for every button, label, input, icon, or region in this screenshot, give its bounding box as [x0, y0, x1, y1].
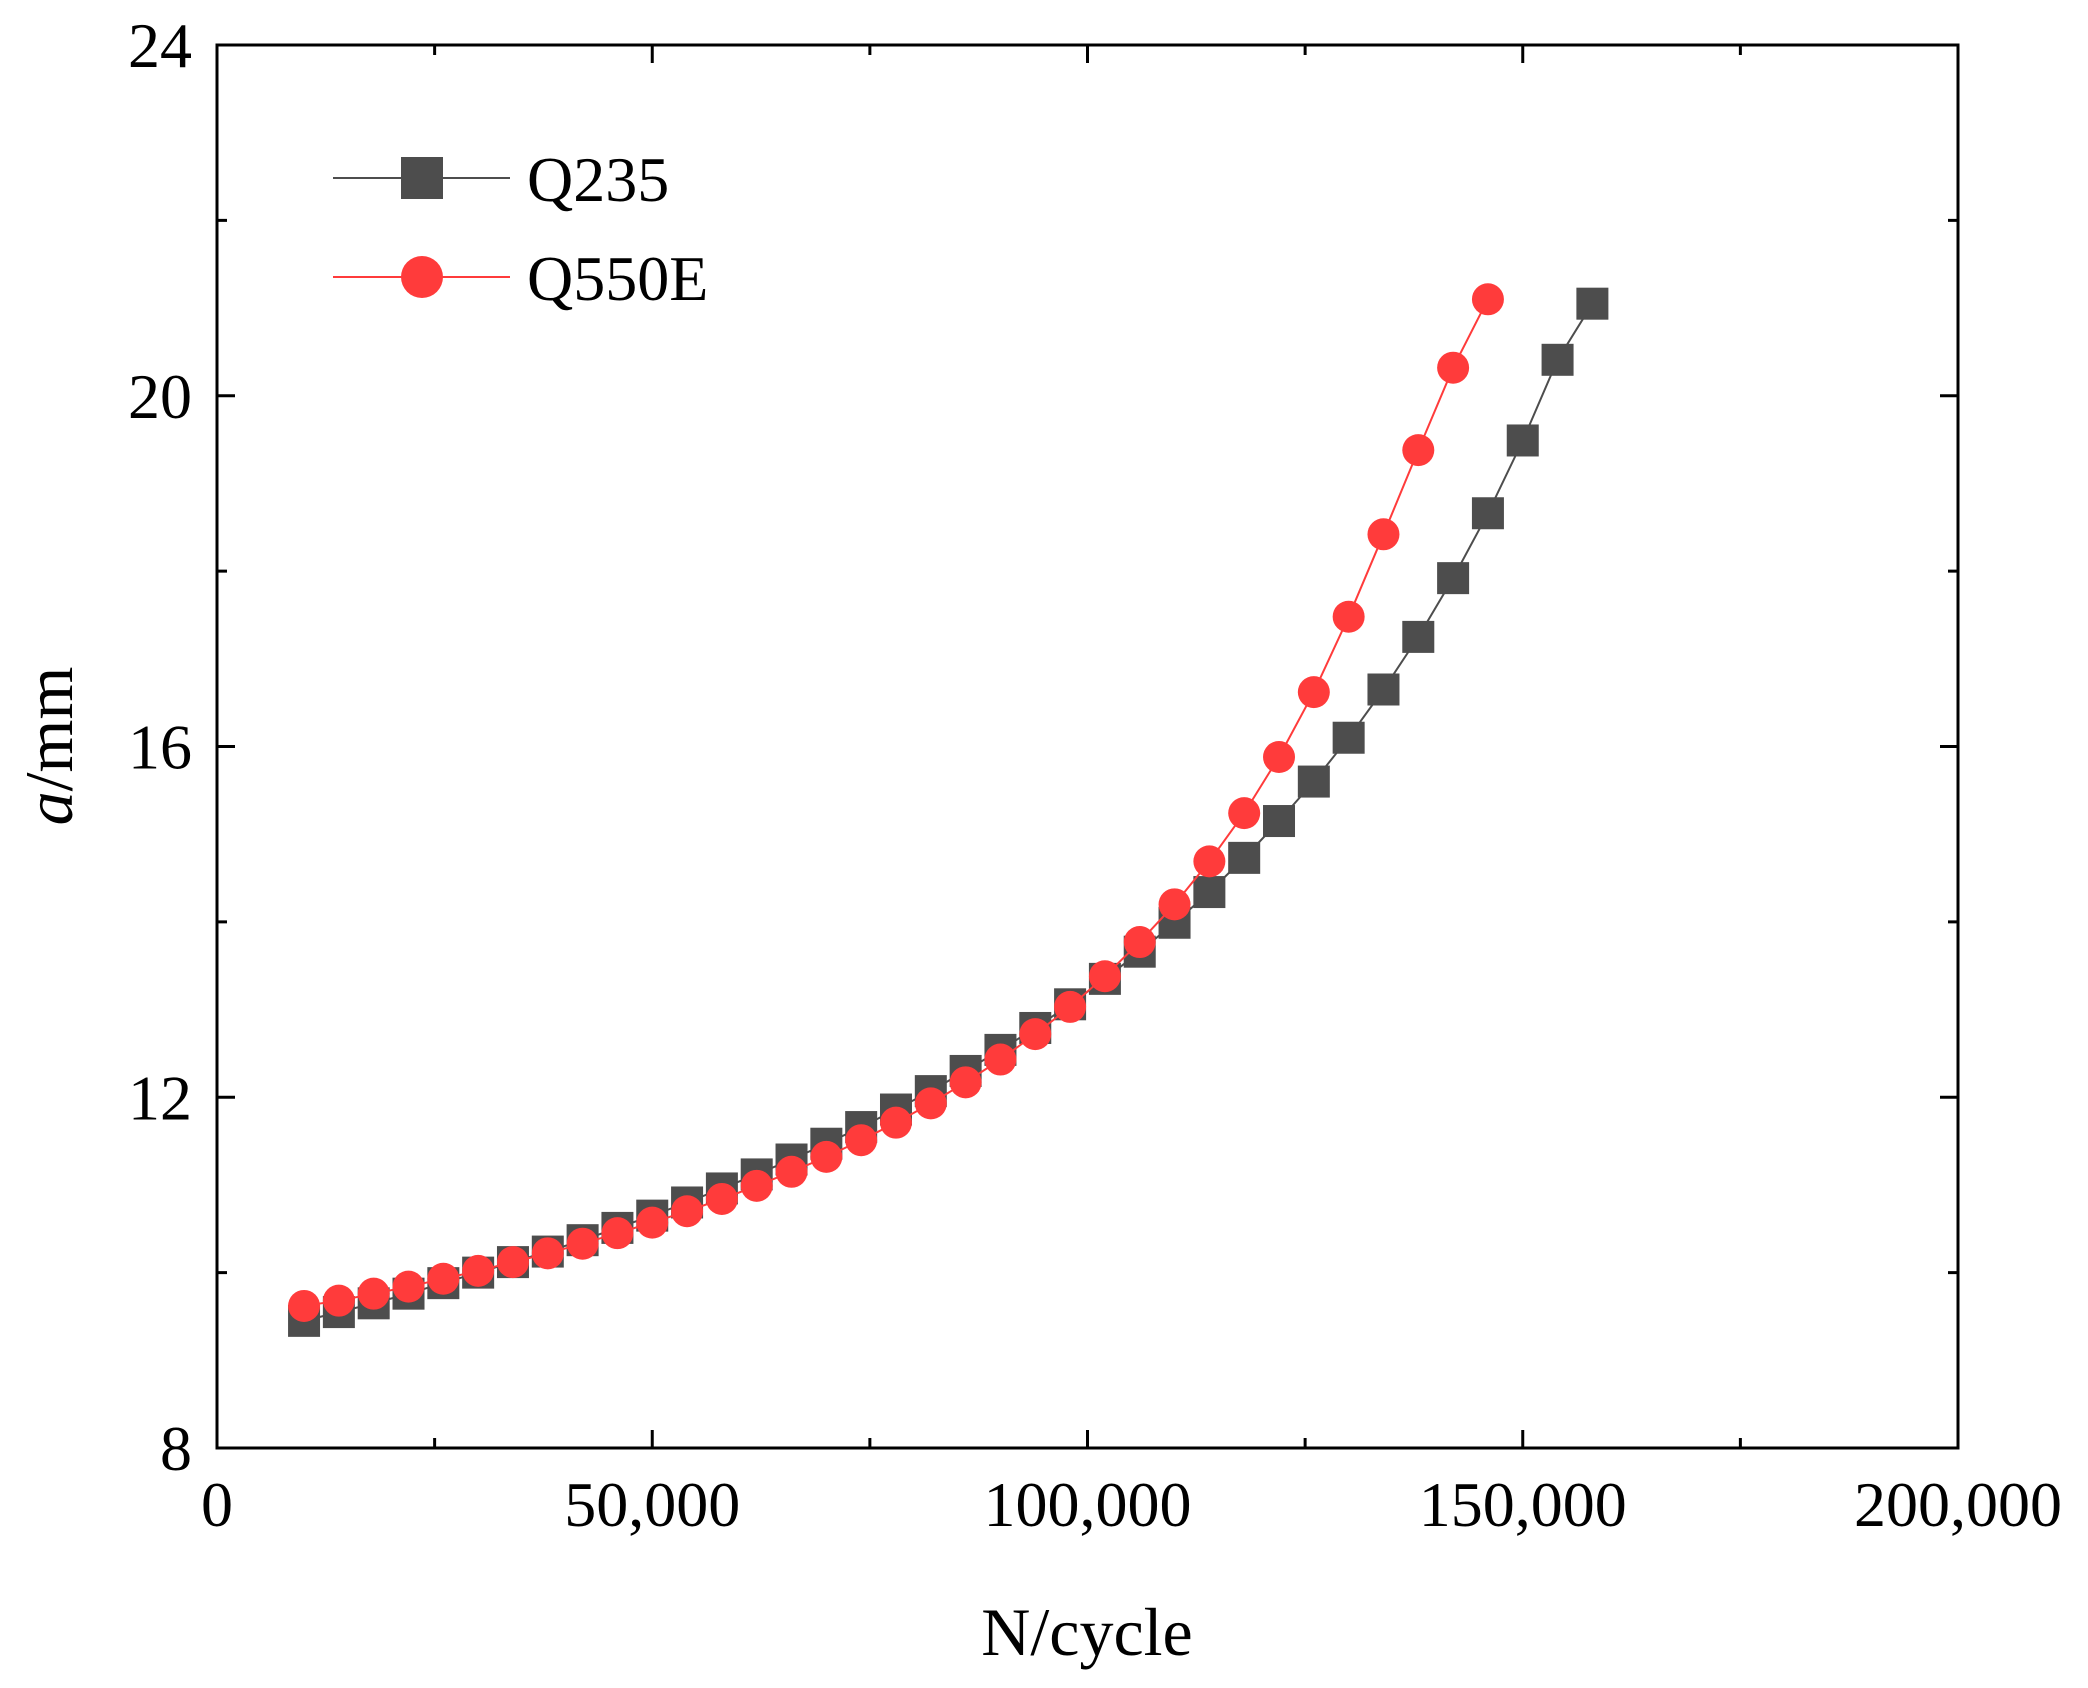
legend-marker-q235: [401, 157, 443, 199]
data-point-q235: [1402, 620, 1435, 653]
tick-labels: 0 50,000 100,000 150,000 200,000 8 12 16 20 24: [128, 10, 2062, 1540]
data-point-q235: [1437, 562, 1470, 595]
legend-label-q550e: Q550E: [527, 243, 708, 314]
data-point-q550e: [357, 1277, 390, 1310]
data-point-q235: [1297, 765, 1330, 798]
data-point-q550e: [810, 1140, 843, 1173]
series-layer: [288, 283, 1609, 1337]
data-point-q235: [1541, 343, 1574, 376]
y-axis-title: a/mm: [11, 667, 87, 826]
data-point-q550e: [601, 1217, 634, 1250]
x-tick-label: 150,000: [1419, 1469, 1627, 1540]
x-axis-title: N/cycle: [981, 1594, 1192, 1670]
x-tick-label: 0: [201, 1469, 233, 1540]
y-tick-label: 16: [128, 712, 192, 783]
data-point-q550e: [879, 1106, 912, 1139]
data-point-q235: [1228, 841, 1261, 874]
data-point-q550e: [496, 1246, 529, 1279]
data-point-q550e: [1019, 1018, 1052, 1051]
data-point-q550e: [671, 1195, 704, 1228]
y-axis-title-variable: a: [11, 791, 87, 825]
data-point-q235: [1506, 424, 1539, 457]
legend: Q235 Q550E: [333, 144, 708, 314]
legend-marker-q550e: [401, 256, 443, 298]
data-point-q550e: [1437, 351, 1470, 384]
data-point-q550e: [1193, 845, 1226, 878]
y-tick-label: 8: [160, 1413, 192, 1484]
legend-item-q550e: Q550E: [333, 243, 708, 314]
data-point-q550e: [1228, 797, 1261, 830]
data-point-q550e: [1332, 600, 1365, 633]
data-point-q550e: [1054, 990, 1087, 1023]
x-tick-label: 100,000: [984, 1469, 1192, 1540]
data-point-q550e: [1263, 741, 1296, 774]
data-point-q550e: [636, 1206, 669, 1239]
data-point-q550e: [984, 1043, 1017, 1076]
data-point-q550e: [1471, 283, 1504, 316]
data-point-q235: [1471, 497, 1504, 530]
data-point-q235: [1263, 805, 1296, 838]
data-point-q550e: [705, 1182, 738, 1215]
y-tick-label: 20: [128, 361, 192, 432]
data-point-q235: [1367, 673, 1400, 706]
data-point-q550e: [775, 1155, 808, 1188]
data-point-q550e: [531, 1237, 564, 1270]
series-q550e: [288, 283, 1504, 1322]
axis-ticks: [215, 43, 1960, 1450]
data-point-q550e: [1402, 434, 1435, 467]
x-tick-label: 200,000: [1854, 1469, 2062, 1540]
data-point-q550e: [1297, 676, 1330, 709]
data-point-q235: [1576, 287, 1609, 320]
data-point-q550e: [392, 1270, 425, 1303]
data-point-q235: [1332, 721, 1365, 754]
data-point-q550e: [427, 1262, 460, 1295]
data-point-q550e: [1088, 960, 1121, 993]
data-point-q550e: [462, 1254, 495, 1287]
data-point-q550e: [1367, 518, 1400, 551]
y-axis-title-unit: /mm: [11, 667, 87, 792]
legend-item-q235: Q235: [333, 144, 669, 215]
data-point-q550e: [949, 1066, 982, 1099]
data-point-q550e: [288, 1289, 321, 1322]
x-tick-label: 50,000: [564, 1469, 740, 1540]
y-tick-label: 24: [128, 10, 192, 81]
data-point-q235: [1193, 876, 1226, 909]
data-point-q550e: [914, 1087, 947, 1120]
data-point-q550e: [566, 1227, 599, 1260]
legend-label-q235: Q235: [527, 144, 669, 215]
y-tick-label: 12: [128, 1062, 192, 1133]
data-point-q550e: [1123, 926, 1156, 959]
data-point-q550e: [1158, 888, 1191, 921]
data-point-q550e: [322, 1284, 355, 1317]
data-point-q550e: [740, 1169, 773, 1202]
data-point-q550e: [845, 1124, 878, 1157]
